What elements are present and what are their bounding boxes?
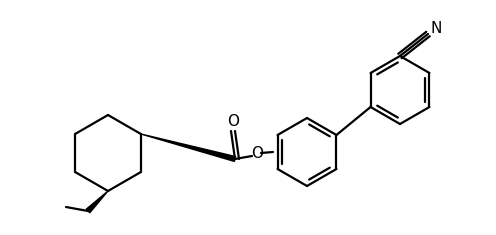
Polygon shape <box>86 191 108 213</box>
Polygon shape <box>141 134 236 161</box>
Text: N: N <box>431 20 441 35</box>
Text: O: O <box>227 114 239 129</box>
Text: O: O <box>251 146 263 161</box>
